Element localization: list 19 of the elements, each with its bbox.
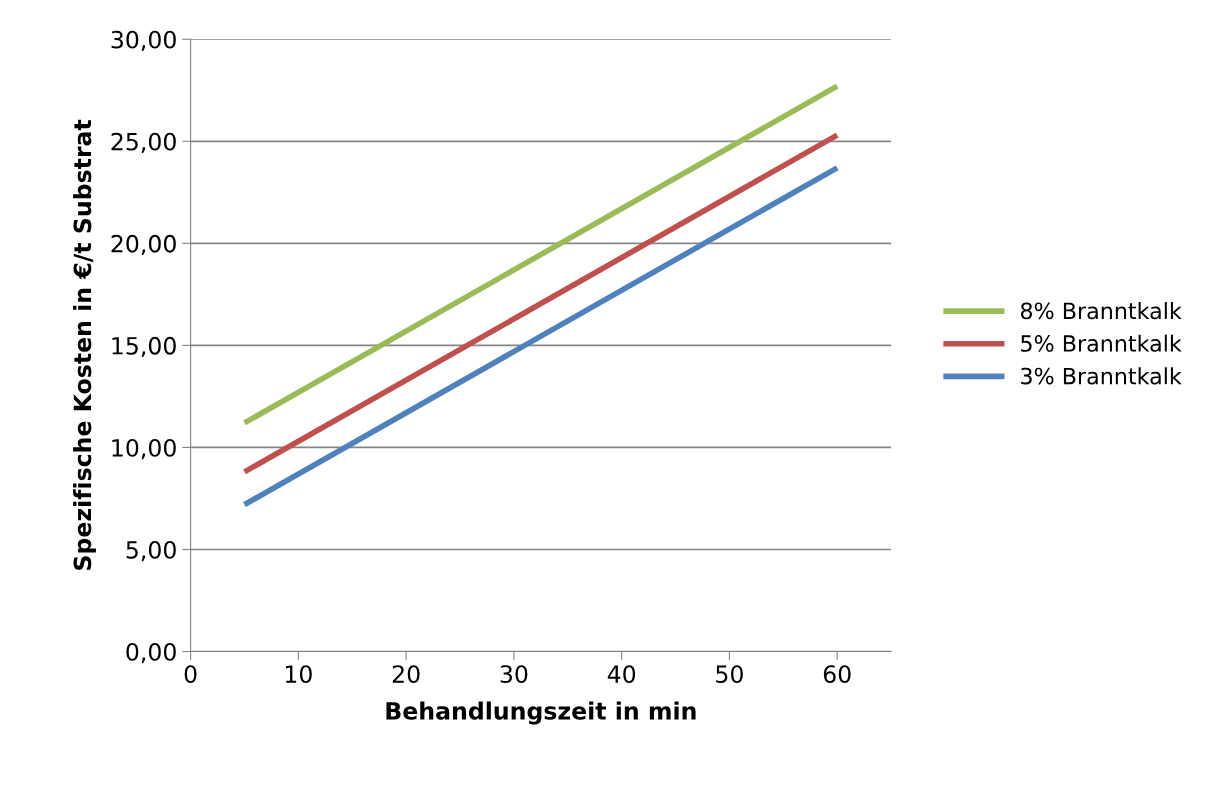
y-tick-label: 5,00: [126, 540, 176, 562]
y-tick-label: 0,00: [126, 643, 176, 664]
x-tick-label: 0: [184, 665, 197, 684]
x-tick-label: 60: [823, 665, 851, 684]
legend-label: 3% Branntkalk: [1021, 367, 1182, 385]
x-tick-label: 40: [607, 665, 636, 684]
x-tick-label: 10: [285, 665, 312, 684]
y-tick-label: 15,00: [112, 336, 176, 358]
y-tick-label: 30,00: [111, 30, 176, 51]
x-tick-label: 50: [716, 665, 743, 684]
legend-label: 5% Branntkalk: [1021, 334, 1182, 352]
x-axis-title: Behandlungszeit in min: [386, 701, 696, 725]
x-tick-label: 30: [500, 665, 528, 684]
y-tick-label: 10,00: [112, 438, 176, 460]
y-tick-label: 20,00: [111, 234, 176, 256]
x-tick-label: 20: [392, 665, 420, 684]
y-axis-title: Spezifische Kosten in €/t Substrat: [73, 119, 96, 570]
y-tick-label: 25,00: [111, 132, 176, 154]
legend-label: 8% Branntkalk: [1020, 302, 1182, 320]
